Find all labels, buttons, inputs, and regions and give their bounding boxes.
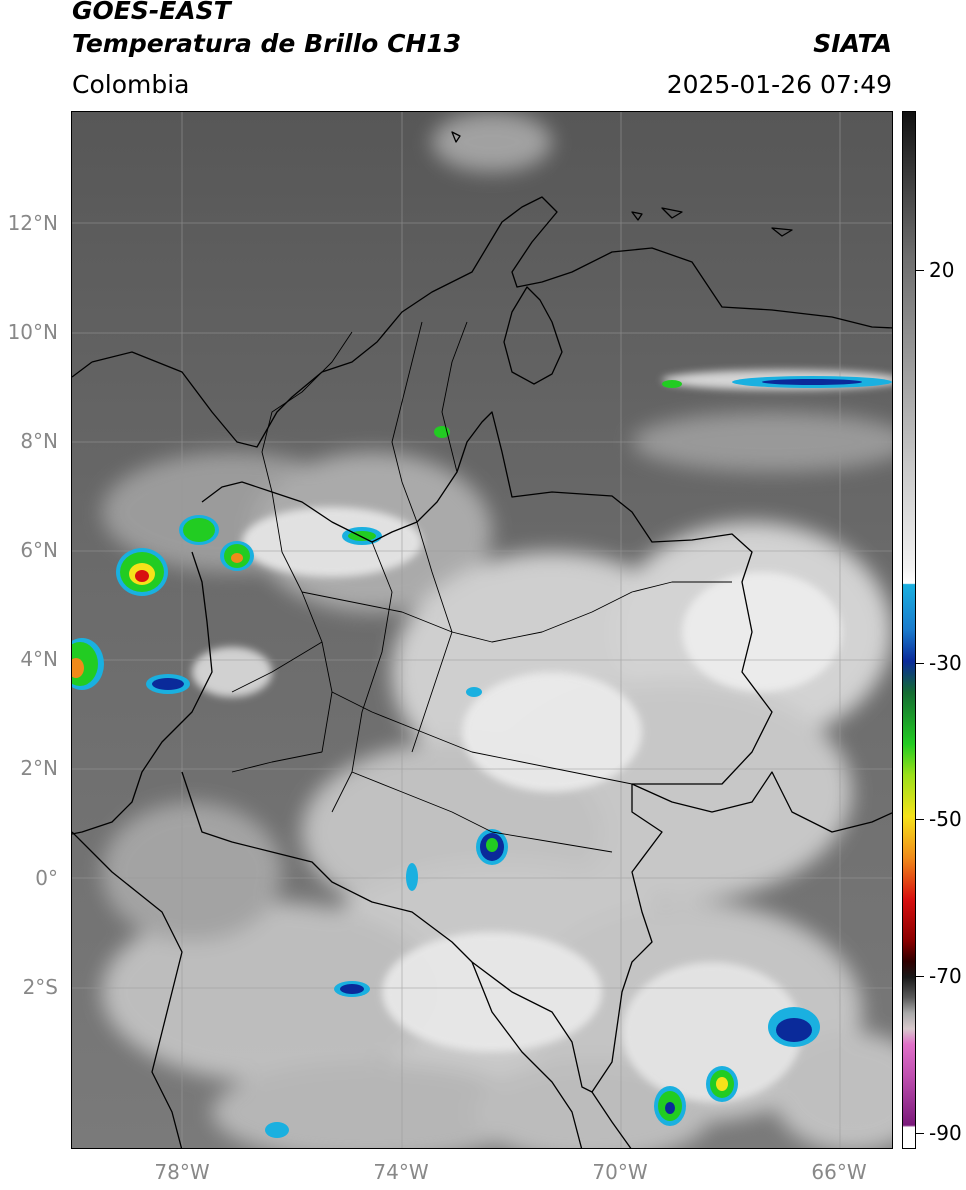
graticule bbox=[72, 112, 892, 1148]
brazil-border bbox=[471, 961, 632, 1148]
storm-cell bbox=[334, 981, 370, 997]
venezuela-border bbox=[631, 771, 892, 833]
colorbar-label: 20 bbox=[929, 258, 955, 282]
region-label: Colombia bbox=[72, 70, 190, 99]
storm-cell bbox=[116, 548, 168, 596]
lat-tick-label: 8°N bbox=[20, 429, 58, 453]
brand-label: SIATA bbox=[813, 29, 892, 58]
boundaries bbox=[72, 131, 892, 1148]
lat-tick-label: 0° bbox=[35, 866, 58, 890]
storm-cell bbox=[476, 829, 508, 865]
storm-cell bbox=[146, 674, 190, 694]
satellite-title: GOES-EAST bbox=[72, 0, 231, 25]
maracaibo-lake bbox=[503, 286, 563, 385]
storm-cell bbox=[662, 376, 892, 388]
lon-tick-label: 78°W bbox=[154, 1160, 210, 1184]
storm-cell bbox=[406, 863, 418, 891]
storm-cell bbox=[466, 687, 482, 697]
colorbar-tick bbox=[916, 819, 924, 820]
storm-cell bbox=[706, 1066, 738, 1102]
storm-cell bbox=[654, 1086, 686, 1126]
lon-tick-label: 70°W bbox=[592, 1160, 648, 1184]
colorbar-label: -90 bbox=[929, 1121, 962, 1145]
lat-tick-label: 2°S bbox=[22, 975, 58, 999]
lat-tick-label: 6°N bbox=[20, 538, 58, 562]
ecuador-peru-border bbox=[72, 831, 183, 1148]
colorbar-tick bbox=[916, 663, 924, 664]
satellite-map[interactable] bbox=[71, 111, 893, 1149]
colorbar-label: -50 bbox=[929, 807, 962, 831]
lon-tick-label: 74°W bbox=[373, 1160, 429, 1184]
colorbar-tick bbox=[916, 1133, 924, 1134]
timestamp: 2025-01-26 07:49 bbox=[666, 70, 892, 99]
colorbar-label: -70 bbox=[929, 964, 962, 988]
lat-tick-label: 12°N bbox=[7, 211, 58, 235]
storm-cell bbox=[265, 1122, 289, 1138]
storm-cell bbox=[72, 638, 104, 690]
storm-cell bbox=[179, 515, 219, 545]
department-lines bbox=[231, 321, 732, 853]
island bbox=[451, 131, 793, 237]
colorbar-tick bbox=[916, 270, 924, 271]
storm-cell bbox=[220, 541, 254, 571]
product-title: Temperatura de Brillo CH13 bbox=[72, 29, 462, 58]
colorbar-label: -30 bbox=[929, 651, 962, 675]
convective-cells bbox=[72, 376, 892, 1138]
lat-tick-label: 2°N bbox=[20, 756, 58, 780]
lat-tick-label: 10°N bbox=[7, 320, 58, 344]
storm-cell bbox=[768, 1007, 820, 1047]
colorbar bbox=[902, 111, 916, 1149]
lon-tick-label: 66°W bbox=[811, 1160, 867, 1184]
colorbar-tick bbox=[916, 976, 924, 977]
colombia-border bbox=[181, 411, 773, 1093]
lat-tick-label: 4°N bbox=[20, 647, 58, 671]
pacific-coast bbox=[72, 361, 213, 835]
caribbean-coast bbox=[91, 196, 892, 448]
